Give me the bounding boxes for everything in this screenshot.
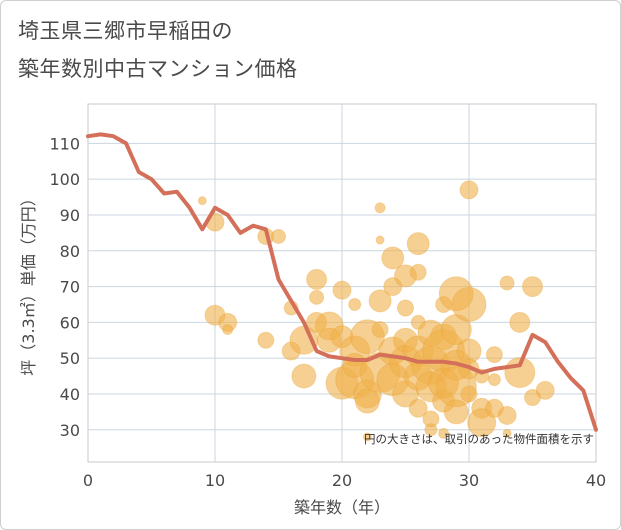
- data-bubble: [197, 196, 207, 206]
- data-bubble: [535, 380, 555, 400]
- data-bubble: [424, 423, 438, 437]
- x-axis-ticks: 0 10 20 30 40: [83, 471, 606, 490]
- data-bubble: [332, 280, 352, 300]
- data-bubble: [522, 276, 543, 298]
- data-bubble: [362, 432, 372, 442]
- bubble-series: [197, 180, 555, 442]
- data-bubble: [487, 373, 501, 387]
- data-bubble: [451, 286, 487, 322]
- chart-title-line-1: 埼玉県三郷市早稲田の: [18, 19, 233, 43]
- y-tick-label: 70: [60, 278, 80, 297]
- data-bubble: [374, 202, 386, 214]
- data-bubble: [381, 246, 405, 270]
- data-bubble: [309, 289, 325, 305]
- data-bubble: [467, 408, 497, 438]
- trend-line: [86, 132, 598, 432]
- y-tick-label: 100: [49, 170, 80, 189]
- data-bubble: [499, 275, 515, 291]
- x-tick-label: 30: [459, 471, 479, 490]
- data-bubble: [409, 263, 427, 281]
- trend-line-series: [86, 132, 598, 432]
- data-bubble: [348, 297, 362, 311]
- y-axis-label: 坪（3.3㎡）単価（万円）: [19, 190, 38, 375]
- y-tick-label: 90: [60, 206, 80, 225]
- data-bubble: [438, 427, 450, 439]
- data-bubble: [485, 346, 503, 364]
- data-bubble: [375, 235, 385, 245]
- x-tick-label: 20: [332, 471, 352, 490]
- y-tick-label: 80: [60, 242, 80, 261]
- data-bubble: [497, 405, 517, 425]
- data-bubble: [271, 228, 286, 244]
- data-bubble: [443, 399, 469, 425]
- y-tick-label: 110: [49, 134, 80, 153]
- y-tick-label: 50: [60, 349, 80, 368]
- data-bubble: [509, 311, 531, 333]
- data-bubble: [460, 385, 478, 403]
- y-tick-label: 60: [60, 313, 80, 332]
- x-axis-label: 築年数（年）: [294, 498, 390, 517]
- data-bubble: [368, 289, 392, 313]
- bubble-size-note: 円の大きさは、取引のあった物件面積を示す: [364, 432, 594, 446]
- data-bubble: [306, 268, 328, 290]
- data-bubble: [397, 299, 414, 317]
- data-bubble: [222, 324, 234, 336]
- x-tick-label: 0: [83, 471, 93, 490]
- data-bubble: [459, 180, 479, 200]
- data-bubble: [257, 331, 275, 349]
- chart-title-line-2: 築年数別中古マンション価格: [18, 57, 298, 81]
- data-bubble: [371, 321, 389, 339]
- y-tick-label: 30: [60, 421, 80, 440]
- data-bubble: [406, 232, 430, 256]
- data-bubble: [354, 388, 380, 414]
- data-bubble: [408, 398, 428, 418]
- data-bubble: [502, 428, 512, 438]
- x-tick-label: 40: [586, 471, 606, 490]
- y-tick-label: 40: [60, 385, 80, 404]
- y-axis-ticks: 30 40 50 60 70 80 90 100 110: [49, 134, 80, 439]
- x-tick-label: 10: [205, 471, 225, 490]
- data-bubble: [291, 363, 317, 389]
